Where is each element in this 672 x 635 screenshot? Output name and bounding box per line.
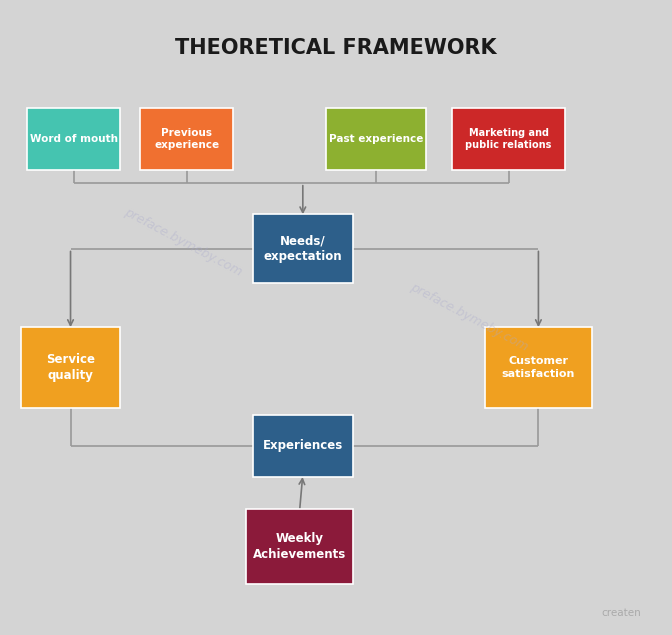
FancyBboxPatch shape (253, 415, 353, 478)
Text: Word of mouth: Word of mouth (30, 134, 118, 144)
Text: Service
quality: Service quality (46, 353, 95, 382)
FancyBboxPatch shape (326, 107, 425, 170)
FancyBboxPatch shape (452, 107, 565, 170)
Text: THEORETICAL FRAMEWORK: THEORETICAL FRAMEWORK (175, 38, 497, 58)
FancyBboxPatch shape (28, 107, 120, 170)
Text: Customer
satisfaction: Customer satisfaction (502, 356, 575, 379)
Text: preface.bymeby.com: preface.bymeby.com (122, 206, 245, 279)
Text: createn: createn (601, 608, 641, 618)
FancyBboxPatch shape (21, 327, 120, 408)
Text: Previous
experience: Previous experience (154, 128, 219, 150)
Text: Marketing and
public relations: Marketing and public relations (466, 128, 552, 150)
FancyBboxPatch shape (253, 214, 353, 283)
Text: Past experience: Past experience (329, 134, 423, 144)
Text: Needs/
expectation: Needs/ expectation (263, 234, 342, 263)
FancyBboxPatch shape (247, 509, 353, 584)
FancyBboxPatch shape (485, 327, 591, 408)
Text: preface.bymeby.com: preface.bymeby.com (408, 281, 530, 354)
Text: Experiences: Experiences (263, 439, 343, 453)
Text: Weekly
Achievements: Weekly Achievements (253, 531, 346, 561)
FancyBboxPatch shape (140, 107, 233, 170)
